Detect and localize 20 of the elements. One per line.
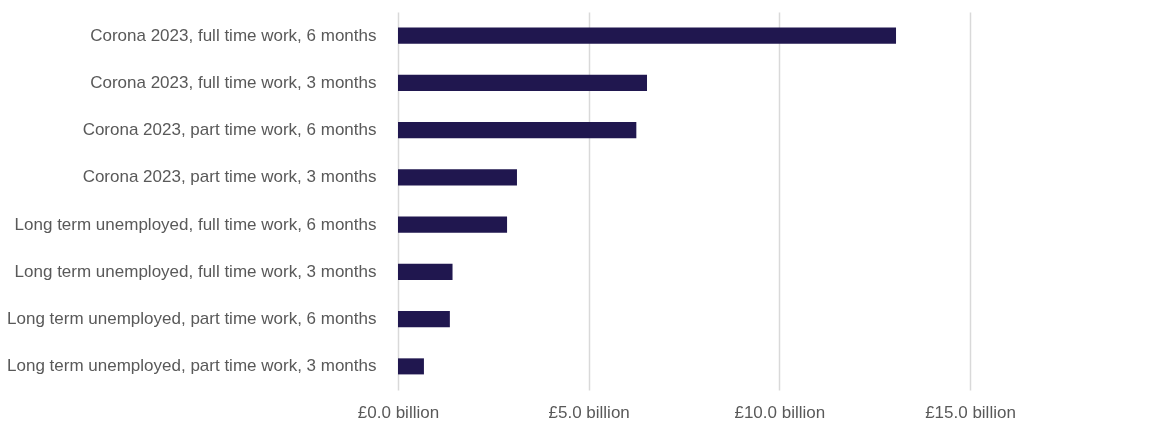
bar xyxy=(398,216,508,233)
y-tick-label: Long term unemployed, full time work, 6 months xyxy=(14,214,377,234)
bar xyxy=(398,27,897,44)
bar xyxy=(398,169,517,186)
x-tick-label: £15.0 billion xyxy=(925,402,1016,422)
bar xyxy=(398,263,453,280)
y-tick-label: Corona 2023, full time work, 3 months xyxy=(90,72,377,92)
bar xyxy=(398,311,450,328)
bar xyxy=(398,358,424,375)
bar xyxy=(398,74,648,91)
y-tick-label: Long term unemployed, full time work, 3 months xyxy=(14,261,377,281)
x-tick-label: £5.0 billion xyxy=(548,402,630,422)
y-tick-label: Corona 2023, part time work, 3 months xyxy=(82,167,377,187)
y-tick-label: Corona 2023, part time work, 6 months xyxy=(82,120,377,140)
y-tick-label: Long term unemployed, part time work, 6 months xyxy=(7,309,377,329)
x-tick-label: £10.0 billion xyxy=(734,402,826,422)
bar xyxy=(398,122,637,139)
y-tick-label: Corona 2023, full time work, 6 months xyxy=(90,25,377,45)
y-tick-label: Long term unemployed, part time work, 3 months xyxy=(7,356,377,376)
x-tick-label: £0.0 billion xyxy=(357,402,440,422)
